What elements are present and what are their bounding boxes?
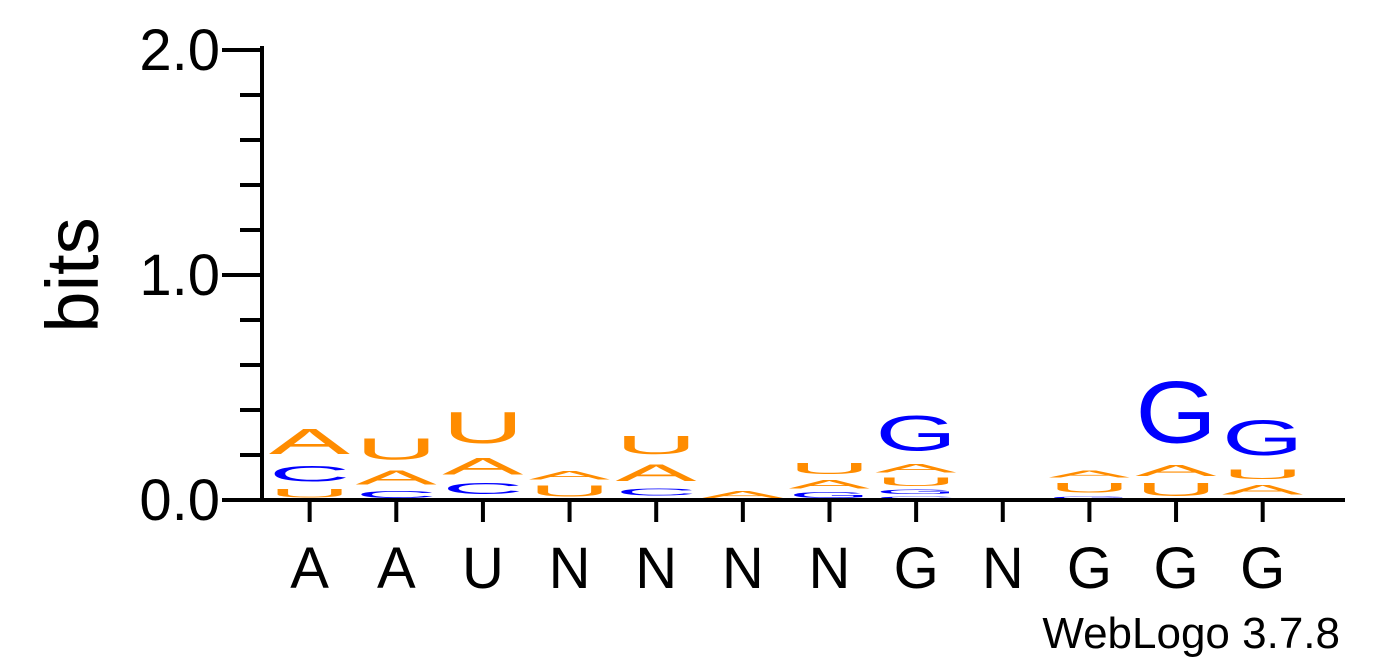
letter-a: A [1222, 482, 1303, 498]
x-tick-label: N [549, 536, 591, 601]
x-tick-label: G [1067, 536, 1112, 601]
x-tick-label: A [290, 536, 329, 601]
logo-column: UAG [1135, 362, 1216, 500]
letter-a: A [269, 422, 350, 462]
x-tick-label: G [894, 536, 939, 601]
letter-g: G [1135, 362, 1216, 461]
letter-u: U [875, 475, 956, 489]
x-tick-label: G [1153, 536, 1198, 601]
y-tick-label: 2.0 [139, 18, 220, 83]
x-tick-label: N [982, 536, 1024, 601]
letter-a: A [1135, 462, 1216, 480]
letter-u: U [529, 482, 610, 500]
x-tick-label: A [377, 536, 416, 601]
letter-c: C [442, 480, 523, 498]
x-tick-label: N [722, 536, 764, 601]
letter-u: U [1135, 480, 1216, 500]
y-axis-label: bits [31, 217, 114, 332]
logo-column: GCAU [442, 403, 524, 500]
letter-u: U [442, 403, 523, 453]
letter-a: A [875, 462, 957, 475]
logo-column: GUA [1049, 469, 1131, 500]
letter-a: A [1049, 469, 1131, 480]
letter-a: A [615, 459, 697, 486]
x-tick-label: N [809, 536, 851, 601]
y-tick-label: 1.0 [139, 243, 220, 308]
letter-g: G [875, 406, 956, 462]
letter-u: U [1222, 466, 1303, 482]
weblogo-credit: WebLogo 3.7.8 [1042, 609, 1340, 658]
y-axis: 0.0 1.0 2.0 [139, 18, 262, 533]
letter-a: A [442, 453, 524, 480]
letter-u: U [1049, 480, 1130, 496]
letter-u: U [269, 486, 350, 500]
x-tick-label: G [1240, 536, 1285, 601]
letter-g: G [1222, 411, 1303, 467]
letter-a: A [356, 466, 437, 488]
logo-column: UCA [269, 422, 350, 500]
x-tick-label: U [462, 536, 504, 601]
letter-stacks: UCACAUGCAUUAGCAUAGAUCGUAGGUAUAGCAUG [269, 362, 1304, 500]
logo-column: GAU [789, 460, 871, 500]
letter-c: C [615, 487, 696, 498]
x-tick-label: N [635, 536, 677, 601]
y-tick-label: 0.0 [139, 468, 220, 533]
logo-column: CAU [356, 433, 437, 500]
letter-u: U [356, 433, 437, 467]
letter-a: A [529, 469, 611, 482]
logo-column: UA [529, 469, 611, 500]
letter-g: G [875, 489, 956, 496]
logo-column: GCAU [615, 430, 697, 500]
letter-u: U [615, 430, 696, 459]
letter-u: U [789, 460, 870, 478]
letter-c: C [269, 462, 350, 487]
letter-a: A [789, 478, 871, 491]
logo-column: CAUG [1222, 411, 1303, 500]
